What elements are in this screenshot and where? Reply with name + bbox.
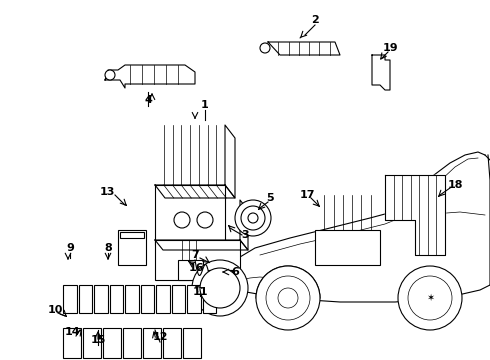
Bar [178,260,203,280]
Text: 5: 5 [266,193,274,203]
Polygon shape [155,240,248,250]
Bar [163,328,181,358]
Bar [187,285,200,313]
Bar [83,328,101,358]
Text: 1: 1 [201,100,209,110]
Circle shape [266,276,310,320]
Circle shape [105,70,115,80]
Polygon shape [225,125,235,198]
Text: 7: 7 [191,250,199,260]
Bar [123,328,141,358]
Bar [120,232,144,238]
Text: 17: 17 [299,190,315,200]
Polygon shape [240,200,248,250]
Circle shape [174,212,190,228]
Circle shape [235,200,271,236]
Circle shape [398,266,462,330]
Text: 11: 11 [192,287,208,297]
Bar [63,328,81,358]
Circle shape [248,213,258,223]
Circle shape [256,266,320,330]
Bar [141,285,154,313]
Text: 18: 18 [447,180,463,190]
Bar [315,230,380,265]
Text: 16: 16 [188,263,204,273]
Polygon shape [372,55,390,90]
Bar [78,285,92,313]
Bar [202,285,216,313]
Text: 14: 14 [64,327,80,337]
Circle shape [200,268,240,308]
Text: 10: 10 [48,305,63,315]
Polygon shape [105,65,195,88]
Polygon shape [268,42,340,55]
Circle shape [197,212,213,228]
Text: 13: 13 [99,187,115,197]
Bar [103,328,121,358]
Polygon shape [155,185,235,198]
Text: 2: 2 [311,15,319,25]
Bar [118,230,146,265]
Text: 19: 19 [382,43,398,53]
Text: 8: 8 [104,243,112,253]
Text: 15: 15 [90,335,106,345]
Polygon shape [385,175,445,255]
Text: 4: 4 [144,95,152,105]
Bar [183,328,201,358]
Circle shape [278,288,298,308]
Bar [155,185,225,245]
Text: 6: 6 [231,267,239,277]
Bar [125,285,139,313]
Text: 3: 3 [241,230,249,240]
Bar [208,270,232,288]
Text: 12: 12 [152,332,168,342]
Circle shape [241,206,265,230]
Bar [156,285,170,313]
Text: ✶: ✶ [426,293,434,303]
Circle shape [408,276,452,320]
Bar [94,285,107,313]
Circle shape [260,43,270,53]
Bar [63,285,76,313]
Bar [143,328,161,358]
Text: 9: 9 [66,243,74,253]
Circle shape [192,260,248,316]
Bar [155,240,240,280]
Bar [172,285,185,313]
Bar [109,285,123,313]
